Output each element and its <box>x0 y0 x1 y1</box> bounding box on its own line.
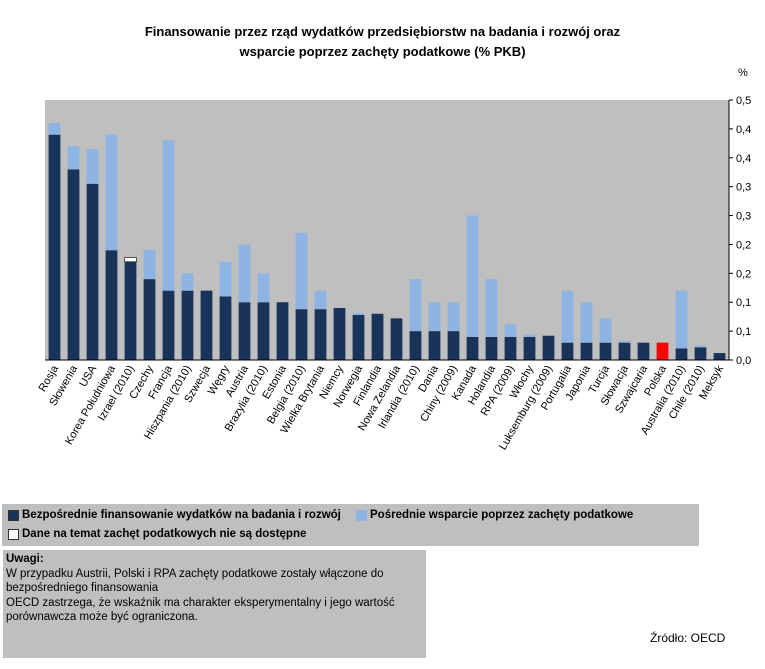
bar-luksemburg-2009-series-1 <box>542 335 555 360</box>
y-tick-label: 0,0 <box>736 355 751 367</box>
bar-portugalia-series-1 <box>561 342 574 360</box>
legend-item-indirect: Pośrednie wsparcie poprzez zachęty podat… <box>356 509 633 521</box>
bar-nowa-zelandia-series-1 <box>390 318 403 360</box>
bar-wielka-brytania-series-1 <box>314 309 327 360</box>
bar-holandia-series-2 <box>485 279 498 337</box>
bar-norwegia-series-1 <box>352 314 365 360</box>
bar-wegry-series-2 <box>219 261 232 297</box>
bar-kanada-series-2 <box>466 215 479 337</box>
bar-slowacja-series-1 <box>618 342 631 360</box>
bar-korea-poludniowa-series-2 <box>105 134 118 251</box>
bar-rpa-2009-series-1 <box>504 336 517 360</box>
y-tick-label: 0,1 <box>736 326 751 338</box>
notes-line-4: porównawcza może być ograniczona. <box>6 611 198 623</box>
bar-francja-series-2 <box>162 140 175 291</box>
y-tick-label: 0,4 <box>736 153 751 165</box>
bar-czechy-series-1 <box>143 279 156 360</box>
chart-title: Finansowanie przez rząd wydatków przedsi… <box>0 22 765 62</box>
bar-dania-series-1 <box>428 331 441 360</box>
legend-item-direct: Bezpośrednie finansowanie wydatków na ba… <box>8 509 341 521</box>
y-tick-label: 0,3 <box>736 182 751 194</box>
notes-line-1: W przypadku Austrii, Polski i RPA zachęt… <box>6 567 384 580</box>
bar-turcja-series-2 <box>599 318 612 343</box>
bar-japonia-series-2 <box>580 302 593 343</box>
bar-belgia-2010-series-1 <box>295 309 308 360</box>
legend-item-na: Dane na temat zachęt podatkowych nie są … <box>8 528 306 540</box>
bar-finlandia-series-1 <box>371 313 384 360</box>
bars-group <box>48 123 726 360</box>
bar-chiny-2009-series-1 <box>447 331 460 360</box>
bar-francja-series-1 <box>162 290 175 360</box>
legend-swatch-indirect <box>356 509 367 521</box>
bar-usa-series-2 <box>86 149 99 184</box>
bar-chile-2010-series-2 <box>694 345 707 348</box>
notes-line-2: bezpośredniego finansowania <box>6 582 159 594</box>
bar-wlochy-series-2 <box>523 334 536 337</box>
bar-belgia-2010-series-2 <box>295 232 308 310</box>
bar-irlandia-2010-series-1 <box>409 331 422 360</box>
bar-polska-series-1 <box>656 342 669 360</box>
chart-title-line-1: Finansowanie przez rząd wydatków przedsi… <box>144 24 621 39</box>
legend-swatch-direct <box>8 509 19 521</box>
bar-brazylia-2010-series-2 <box>257 273 270 303</box>
bar-chile-2010-series-1 <box>694 347 707 360</box>
y-tick-label: 0,4 <box>736 124 751 136</box>
y-tick-label: 0,3 <box>736 211 751 223</box>
y-tick-label: 0,1 <box>736 297 751 309</box>
bar-wegry-series-1 <box>219 296 232 360</box>
y-tick-label: 0,2 <box>736 239 751 251</box>
y-tick-label: 0,2 <box>736 268 751 280</box>
legend-label-direct: Bezpośrednie finansowanie wydatków na ba… <box>22 509 341 521</box>
bar-szwajcaria-series-1 <box>637 342 650 360</box>
bar-niemcy-series-1 <box>333 308 346 360</box>
bar-slowenia-series-2 <box>67 146 80 170</box>
notes-line-3: OECD zastrzega, że wskaźnik ma charakter… <box>6 596 395 609</box>
bar-portugalia-series-2 <box>561 290 574 343</box>
bar-szwecja-series-1 <box>200 290 213 360</box>
bar-izrael-2010-series-3 <box>124 257 137 263</box>
bar-australia-2010-series-2 <box>675 290 688 349</box>
plot-area <box>45 100 729 360</box>
bar-slowenia-series-1 <box>67 169 80 360</box>
bar-brazylia-2010-series-1 <box>257 302 270 360</box>
bar-japonia-series-1 <box>580 342 593 360</box>
bar-wlochy-series-1 <box>523 336 536 360</box>
source-label: Źródło: OECD <box>650 631 726 645</box>
bar-dania-series-2 <box>428 302 441 332</box>
bar-rpa-2009-series-2 <box>504 324 517 337</box>
notes-box: Uwagi: W przypadku Austrii, Polski i RPA… <box>3 550 426 658</box>
bar-kanada-series-1 <box>466 336 479 360</box>
bar-holandia-series-1 <box>485 336 498 360</box>
bar-czechy-series-2 <box>143 250 156 280</box>
y-axis-label: % <box>738 67 748 79</box>
bar-estonia-series-1 <box>276 302 289 360</box>
bar-turcja-series-1 <box>599 342 612 360</box>
bar-slowacja-series-2 <box>618 340 631 343</box>
bar-chart: 0,0 0,1 0,1 0,2 0,2 0,3 0,3 0,4 0,4 0,5 RosjaSłow… <box>37 67 752 452</box>
legend-label-na: Dane na temat zachęt podatkowych nie są … <box>22 528 307 540</box>
bar-rosja-series-2 <box>48 123 61 135</box>
legend-label-indirect: Pośrednie wsparcie poprzez zachęty podat… <box>370 509 634 521</box>
legend: Bezpośrednie finansowanie wydatków na ba… <box>2 504 699 546</box>
bar-izrael-2010-series-1 <box>124 261 137 360</box>
bar-rosja-series-1 <box>48 134 61 360</box>
bar-irlandia-2010-series-2 <box>409 279 422 332</box>
bar-australia-2010-series-1 <box>675 348 688 360</box>
y-ticks-group: 0,0 0,1 0,1 0,2 0,2 0,3 0,3 0,4 0,4 0,5 <box>729 95 751 367</box>
bar-korea-poludniowa-series-1 <box>105 250 118 360</box>
legend-swatch-na <box>8 528 19 540</box>
bar-hiszpania-2010-series-1 <box>181 290 194 360</box>
bar-austria-series-1 <box>238 302 251 360</box>
bar-chiny-2009-series-2 <box>447 302 460 332</box>
bar-austria-series-2 <box>238 244 251 303</box>
bar-wielka-brytania-series-2 <box>314 290 327 310</box>
notes-heading: Uwagi: <box>6 553 44 565</box>
bar-usa-series-1 <box>86 183 99 360</box>
bar-meksyk-series-1 <box>713 353 726 360</box>
bar-hiszpania-2010-series-2 <box>181 273 194 291</box>
chart-title-line-2: wsparcie poprzez zachęty podatkowe (% PK… <box>239 44 526 59</box>
bar-norwegia-series-2 <box>352 313 365 315</box>
y-tick-label: 0,5 <box>736 95 751 107</box>
